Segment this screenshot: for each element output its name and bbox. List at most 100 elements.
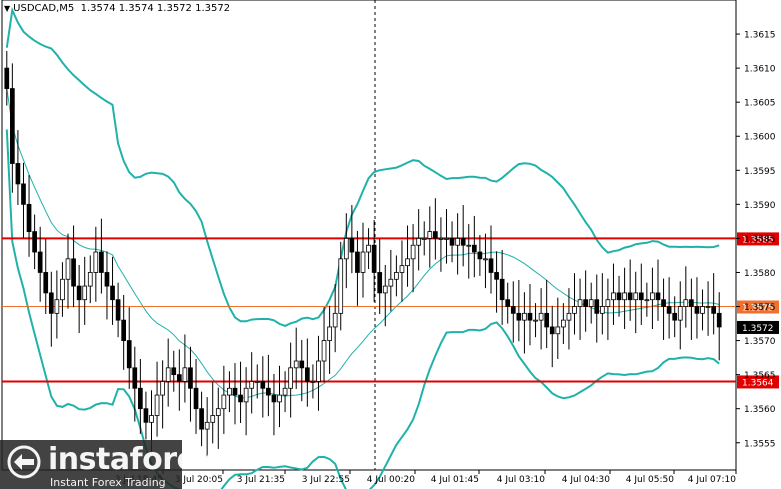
candle-body [121, 319, 127, 341]
candle-body [349, 238, 355, 253]
candle-body [449, 238, 455, 246]
dropdown-arrow-icon[interactable]: ▼ [4, 4, 11, 13]
candle-body [338, 258, 344, 314]
candle-body [238, 394, 243, 403]
candle-body [677, 306, 683, 321]
candle-body [188, 367, 193, 389]
candle-body [700, 306, 705, 314]
candle-body [616, 292, 622, 301]
candle-body [599, 306, 605, 314]
candle-body [421, 238, 427, 240]
candle-body [471, 244, 477, 253]
candle-body [43, 272, 49, 294]
candle-body [221, 394, 227, 410]
candle-body [293, 360, 299, 369]
candle-body [71, 258, 76, 287]
candle-body [99, 251, 104, 273]
candle-body [466, 244, 472, 247]
y-tick-label: 1.3600 [744, 133, 776, 143]
candle-body [394, 272, 399, 280]
candle-body [288, 367, 293, 389]
candle-body [483, 258, 488, 261]
candle-body [410, 244, 416, 260]
candle-body [15, 163, 21, 185]
candle-body [26, 203, 32, 232]
candle-body [527, 312, 533, 321]
candle-body [310, 381, 316, 383]
upper-band-line [5, 6, 720, 327]
candle-body [355, 251, 360, 273]
x-tick-label: 4 Jul 00:20 [367, 475, 416, 485]
candle-body [661, 299, 666, 307]
candle-body [215, 408, 221, 416]
candle-body [533, 319, 538, 322]
candle-body [460, 238, 466, 246]
candle-body [199, 408, 204, 430]
candle-body [204, 421, 210, 430]
candle-body [60, 278, 65, 301]
candle-body [104, 272, 110, 287]
y-tick-label: 1.3575 [744, 303, 776, 313]
candle-body [516, 312, 522, 321]
candle-body [522, 312, 527, 321]
candle-body [110, 285, 115, 301]
candle-body [711, 306, 716, 314]
candle-body [165, 367, 171, 382]
logo-tagline: Instant Forex Trading [50, 476, 166, 489]
candle-body [650, 292, 655, 301]
candle-body [366, 244, 371, 253]
candle-body [705, 306, 711, 308]
candle-body [689, 299, 694, 307]
candle-body [416, 238, 422, 246]
candle-body [377, 272, 383, 294]
candle-body [371, 244, 377, 273]
candle-body [277, 394, 282, 403]
candle-body [672, 312, 678, 321]
level-label-box [737, 300, 779, 314]
grid-layer [1, 0, 737, 471]
candle-body [76, 285, 82, 301]
y-tick-label: 1.3590 [744, 201, 776, 211]
current-price-box [737, 320, 779, 334]
candle-body [149, 415, 154, 423]
candle-body [260, 381, 266, 389]
y-tick-label: 1.3595 [744, 167, 776, 177]
logo-wordmark: instaforex [48, 442, 216, 477]
candle-body [444, 238, 449, 240]
candle-body [382, 285, 388, 294]
candle-body [638, 292, 644, 301]
candle-body [327, 326, 332, 341]
candle-body [505, 299, 511, 307]
candle-body [193, 387, 199, 410]
candle-body [555, 326, 561, 335]
x-tick-label: 3 Jul 22:55 [302, 475, 350, 485]
candle-body [655, 292, 661, 301]
candle-body [115, 299, 121, 321]
candle-body [627, 292, 633, 301]
level-label: 1.3585 [742, 235, 774, 245]
candle-body [227, 387, 232, 396]
candle-body [561, 319, 566, 328]
candle-body [176, 374, 182, 382]
x-tick-label: 4 Jul 05:50 [626, 475, 675, 485]
candle-body [633, 292, 639, 301]
candle-body [266, 387, 271, 396]
lower-band-line [5, 129, 720, 489]
candle-body [566, 312, 572, 321]
candle-body [249, 381, 255, 389]
y-tick-label: 1.3555 [744, 439, 776, 449]
candle-body [37, 251, 43, 273]
candle-body [138, 387, 143, 410]
x-tick-label: 3 Jul 20:05 [175, 475, 223, 485]
candle-body [577, 299, 583, 307]
candle-body [160, 381, 165, 396]
candle-body [538, 312, 544, 321]
plot-frame [1, 0, 737, 471]
y-tick-label: 1.3560 [744, 405, 776, 415]
candle-body [4, 67, 10, 89]
price-axis: 1.3585 1.3564 1.3575 1.3572 1.3615 1.3610 1.36… [736, 31, 779, 449]
candle-body [10, 88, 15, 164]
candle-body [360, 251, 366, 273]
x-tick-label: 4 Jul 07:10 [688, 475, 737, 485]
